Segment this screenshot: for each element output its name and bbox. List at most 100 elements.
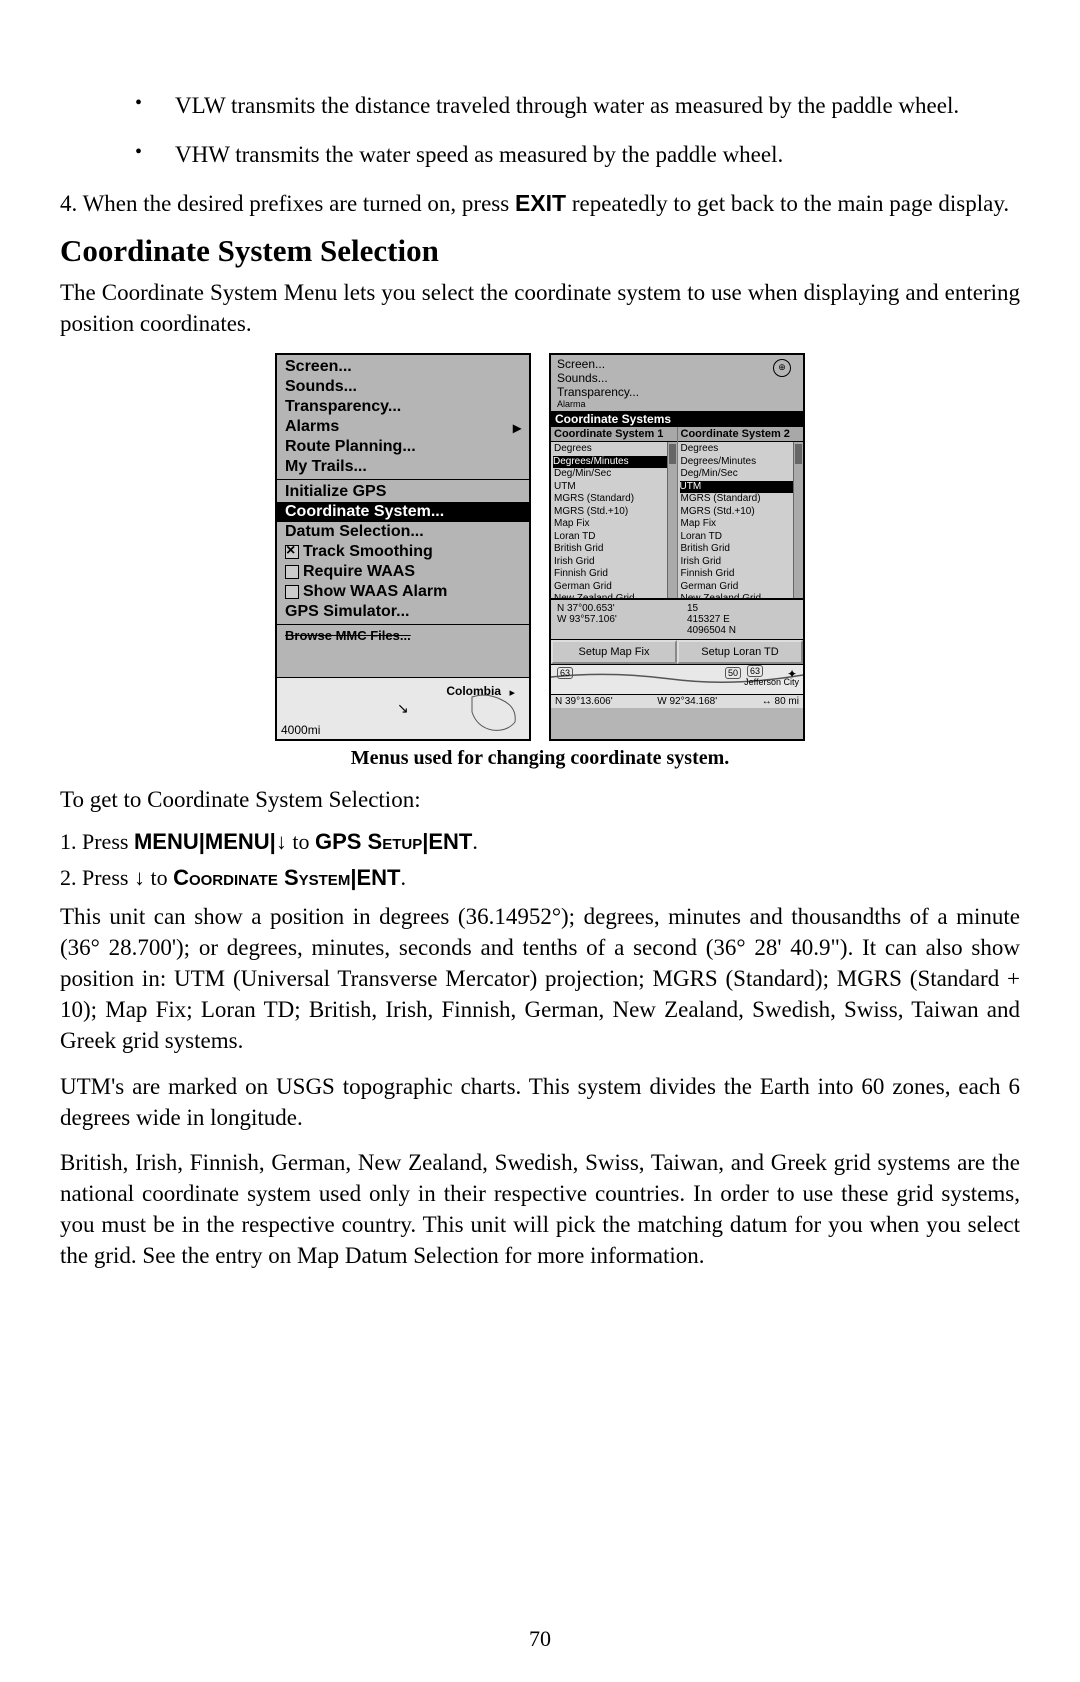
map-area: Colombia ▸ 4000mi ↘ <box>277 677 529 739</box>
divider <box>277 624 529 625</box>
hwy-shield-icon: 50 <box>725 667 741 679</box>
menu-item[interactable]: Initialize GPS <box>277 482 529 502</box>
gps-setup-key: GPS Setup <box>315 829 422 854</box>
bg-item: Transparency... <box>557 385 797 399</box>
menu-item-checkbox[interactable]: Show WAAS Alarm <box>277 582 529 602</box>
bg-item: Alarma <box>557 399 797 409</box>
coord-system-key: Coordinate System <box>173 865 350 890</box>
screenshot-right: Screen... Sounds... Transparency... Alar… <box>549 353 805 741</box>
menu-item[interactable]: Browse MMC Files... <box>277 627 529 644</box>
columns: Coordinate System 1 Degrees Degrees/Minu… <box>551 427 803 599</box>
menu-item[interactable]: Alarms▸ <box>277 417 529 437</box>
body-paragraph: UTM's are marked on USGS topographic cha… <box>60 1071 1020 1133</box>
option[interactable]: Degrees/Minutes <box>680 456 802 469</box>
bullet-text: VLW transmits the distance traveled thro… <box>175 90 959 121</box>
bullet-icon: • <box>135 139 175 170</box>
scrollbar-thumb[interactable] <box>669 444 676 464</box>
option[interactable]: Deg/Min/Sec <box>680 468 802 481</box>
scale-label: 4000mi <box>281 723 320 737</box>
option[interactable]: British Grid <box>680 543 802 556</box>
ent-key: ENT <box>428 829 472 854</box>
body-paragraph: This unit can show a position in degrees… <box>60 901 1020 1056</box>
option-selected[interactable]: Degrees/Minutes <box>553 456 675 469</box>
column-header: Coordinate System 2 <box>678 427 804 442</box>
option[interactable]: Degrees <box>553 443 675 456</box>
option[interactable]: MGRS (Standard) <box>680 493 802 506</box>
menu-item-checkbox[interactable]: Track Smoothing <box>277 542 529 562</box>
menu-item[interactable]: Screen... <box>277 357 529 377</box>
setup-map-fix-button[interactable]: Setup Map Fix <box>551 640 677 664</box>
bg-item: Screen... <box>557 357 797 371</box>
lon-label: W 92°34.168' <box>657 696 717 707</box>
option-selected[interactable]: UTM <box>680 481 802 494</box>
option[interactable]: Loran TD <box>553 531 675 544</box>
bg-item: Sounds... <box>557 371 797 385</box>
ent-key: ENT <box>356 865 400 890</box>
option[interactable]: Loran TD <box>680 531 802 544</box>
option[interactable]: British Grid <box>553 543 675 556</box>
column-1: Coordinate System 1 Degrees Degrees/Minu… <box>551 427 678 598</box>
intro-paragraph: The Coordinate System Menu lets you sele… <box>60 277 1020 339</box>
bullet-icon: • <box>135 90 175 121</box>
arrows-icon: ↔ <box>762 696 772 707</box>
option[interactable]: MGRS (Std.+10) <box>680 506 802 519</box>
text: 2. Press <box>60 865 134 890</box>
menu-item-checkbox[interactable]: Require WAAS <box>277 562 529 582</box>
label: Require WAAS <box>303 563 415 580</box>
bg-menu: Screen... Sounds... Transparency... Alar… <box>551 355 803 411</box>
down-arrow-icon: ↓ <box>134 865 145 890</box>
option[interactable]: Degrees <box>680 443 802 456</box>
button-row: Setup Map Fix Setup Loran TD <box>551 639 803 664</box>
checkbox-icon <box>285 585 299 599</box>
setup-loran-button[interactable]: Setup Loran TD <box>677 640 803 664</box>
page-number: 70 <box>0 1626 1080 1652</box>
option[interactable]: German Grid <box>553 581 675 594</box>
menu-item[interactable]: Transparency... <box>277 397 529 417</box>
down-arrow-icon: ↓ <box>276 829 287 854</box>
menu-item[interactable]: Route Planning... <box>277 437 529 457</box>
menu-item-selected[interactable]: Coordinate System... <box>277 502 529 522</box>
scrollbar[interactable] <box>793 442 803 598</box>
scrollbar[interactable] <box>667 442 677 598</box>
menu-item[interactable]: Datum Selection... <box>277 522 529 542</box>
option[interactable]: Finnish Grid <box>553 568 675 581</box>
menu-list: Screen... Sounds... Transparency... Alar… <box>277 355 529 644</box>
option[interactable]: New Zealand Grid <box>553 593 675 598</box>
option[interactable]: Deg/Min/Sec <box>553 468 675 481</box>
bottom-map: 63 50 63 Jefferson City ✦ N 39°13.606' W… <box>551 664 803 708</box>
menu-key: MENU <box>134 829 199 854</box>
options-list-2[interactable]: Degrees Degrees/Minutes Deg/Min/Sec UTM … <box>678 442 804 598</box>
text: 1. Press <box>60 829 134 854</box>
option[interactable]: Finnish Grid <box>680 568 802 581</box>
option[interactable]: Irish Grid <box>553 556 675 569</box>
menu-item[interactable]: My Trails... <box>277 457 529 477</box>
section-heading: Coordinate System Selection <box>60 233 1020 269</box>
bullet-text: VHW transmits the water speed as measure… <box>175 139 783 170</box>
lat-label: N 39°13.606' <box>555 696 613 707</box>
option[interactable]: MGRS (Standard) <box>553 493 675 506</box>
option[interactable]: UTM <box>553 481 675 494</box>
option[interactable]: New Zealand Grid <box>680 593 802 598</box>
coord-readout: N 37°00.653' W 93°57.106' 15 415327 E 40… <box>551 599 803 639</box>
hwy-shield-icon: 63 <box>557 667 573 679</box>
bullet-item: • VHW transmits the water speed as measu… <box>135 139 980 170</box>
column-2: Coordinate System 2 Degrees Degrees/Minu… <box>678 427 804 598</box>
body-paragraph: British, Irish, Finnish, German, New Zea… <box>60 1147 1020 1271</box>
coord-line: N 37°00.653' <box>557 603 667 614</box>
option[interactable]: Map Fix <box>553 518 675 531</box>
option[interactable]: Map Fix <box>680 518 802 531</box>
option[interactable]: MGRS (Std.+10) <box>553 506 675 519</box>
menu-item[interactable]: GPS Simulator... <box>277 602 529 622</box>
text: to <box>145 865 173 890</box>
option[interactable]: Irish Grid <box>680 556 802 569</box>
option[interactable]: German Grid <box>680 581 802 594</box>
options-list-1[interactable]: Degrees Degrees/Minutes Deg/Min/Sec UTM … <box>551 442 677 598</box>
step-2: 2. Press ↓ to Coordinate System|ENT. <box>60 865 1020 891</box>
bullet-list: • VLW transmits the distance traveled th… <box>135 90 980 170</box>
menu-item[interactable]: Sounds... <box>277 377 529 397</box>
map-outline-icon <box>467 692 527 736</box>
dialog-title: Coordinate Systems <box>551 411 803 427</box>
scrollbar-thumb[interactable] <box>795 444 802 464</box>
text: repeatedly to get back to the main page … <box>566 191 1009 216</box>
coord-line: 15 <box>687 603 797 614</box>
